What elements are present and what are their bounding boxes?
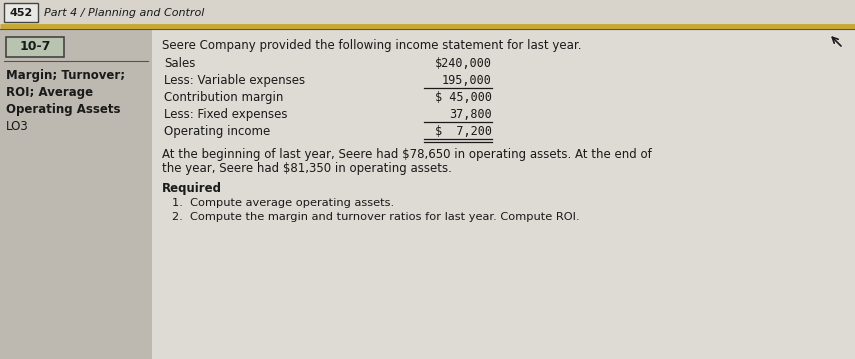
Text: At the beginning of last year, Seere had $78,650 in operating assets. At the end: At the beginning of last year, Seere had… — [162, 148, 652, 161]
Text: Operating Assets: Operating Assets — [6, 103, 121, 116]
Bar — [0, 0, 855, 26]
Text: 452: 452 — [9, 8, 32, 18]
Text: the year, Seere had $81,350 in operating assets.: the year, Seere had $81,350 in operating… — [162, 162, 452, 175]
Text: 37,800: 37,800 — [449, 108, 492, 121]
Text: Required: Required — [162, 182, 222, 195]
Text: 10-7: 10-7 — [20, 41, 50, 53]
Text: Sales: Sales — [164, 57, 196, 70]
Text: 195,000: 195,000 — [442, 74, 492, 87]
Text: $240,000: $240,000 — [435, 57, 492, 70]
Bar — [4, 3, 38, 22]
Text: Seere Company provided the following income statement for last year.: Seere Company provided the following inc… — [162, 39, 581, 52]
Text: ROI; Average: ROI; Average — [6, 86, 93, 99]
Text: 2.  Compute the margin and turnover ratios for last year. Compute ROI.: 2. Compute the margin and turnover ratio… — [172, 212, 580, 222]
Text: Less: Fixed expenses: Less: Fixed expenses — [164, 108, 287, 121]
Text: Part 4 / Planning and Control: Part 4 / Planning and Control — [44, 8, 204, 18]
Text: Margin; Turnover;: Margin; Turnover; — [6, 69, 125, 82]
Text: Contribution margin: Contribution margin — [164, 91, 283, 104]
Text: Less: Variable expenses: Less: Variable expenses — [164, 74, 305, 87]
Bar — [6, 37, 64, 57]
Text: LO3: LO3 — [6, 120, 29, 133]
Text: Operating income: Operating income — [164, 125, 270, 138]
Text: $  7,200: $ 7,200 — [435, 125, 492, 138]
Text: $ 45,000: $ 45,000 — [435, 91, 492, 104]
Bar — [0, 29, 152, 359]
Text: 1.  Compute average operating assets.: 1. Compute average operating assets. — [172, 198, 394, 208]
